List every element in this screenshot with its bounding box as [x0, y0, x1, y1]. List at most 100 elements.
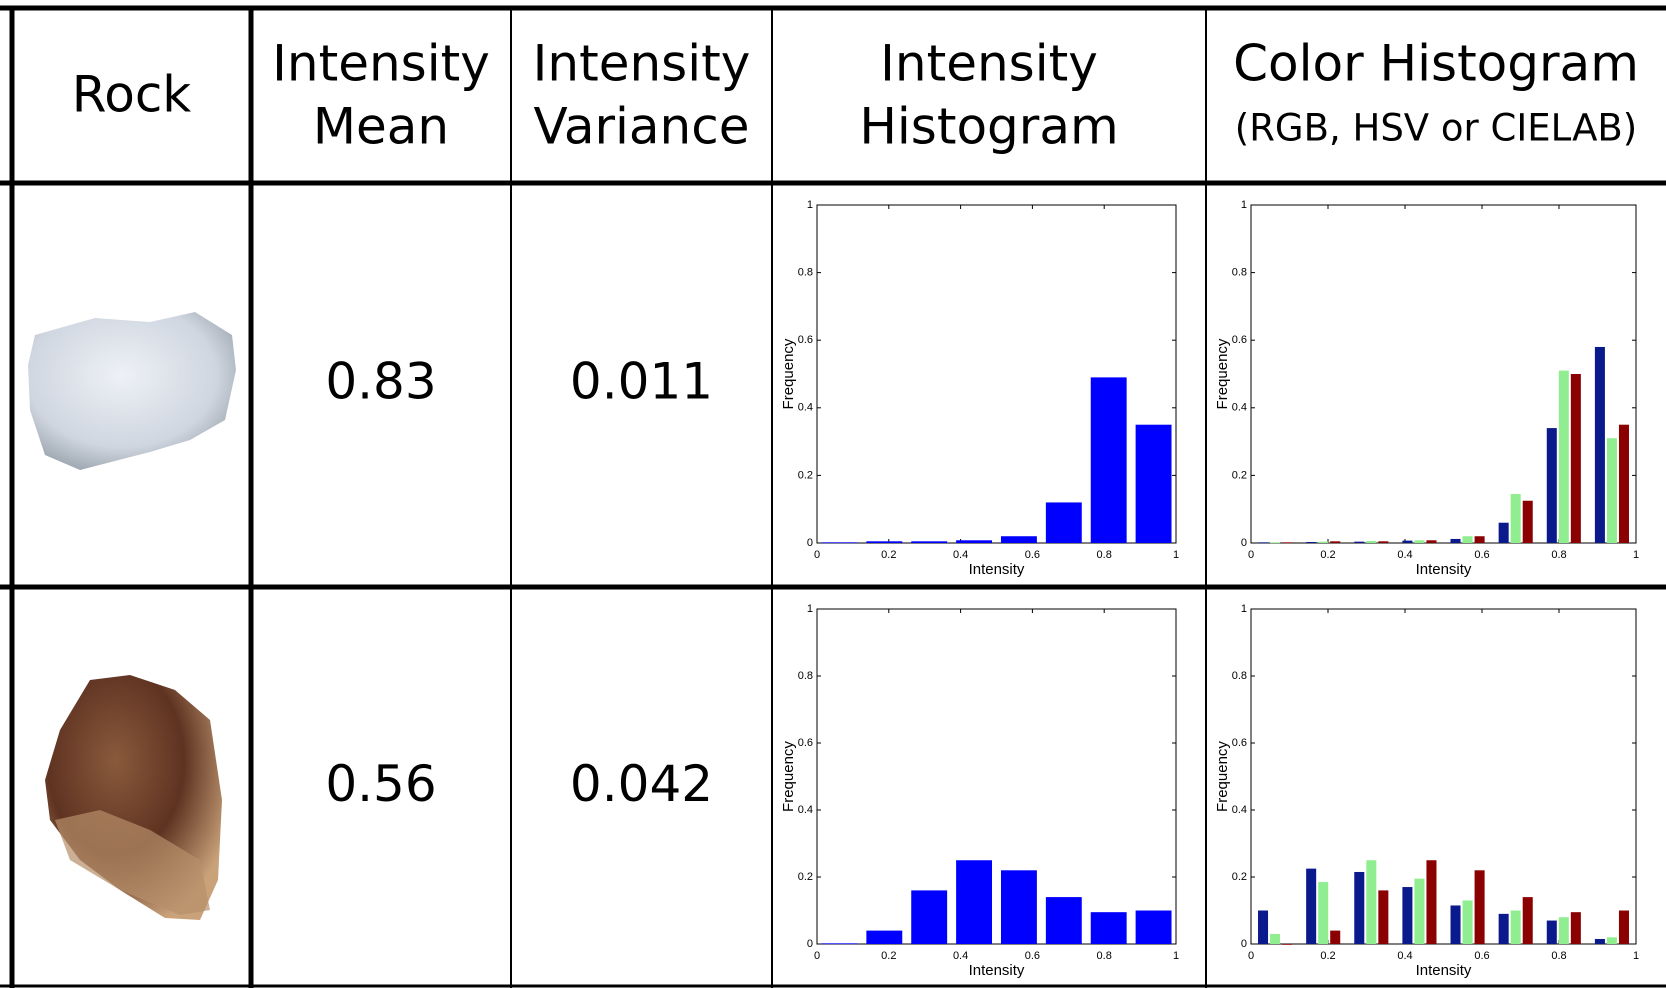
bar — [956, 860, 993, 944]
x-axis-label: Intensity — [1416, 561, 1472, 578]
bar — [1546, 428, 1557, 543]
chart: 0 0.2 0.4 0.6 0.8 1 0 0.2 0.4 0.6 0.8 1 Intensity Fre… — [780, 603, 1179, 979]
bar — [1462, 900, 1473, 944]
bar — [1558, 370, 1569, 543]
y-axis-label: Frequency — [780, 338, 797, 409]
x-axis-label: Intensity — [1416, 962, 1472, 979]
bar — [1618, 910, 1629, 944]
y-tick-label: 0 — [1241, 537, 1247, 549]
x-tick-label: 0 — [814, 950, 820, 962]
header-cell: Intensity — [880, 35, 1098, 93]
x-tick-label: 0.4 — [953, 950, 968, 962]
y-tick-label: 0.4 — [1232, 402, 1247, 414]
x-tick-label: 0.8 — [1097, 950, 1112, 962]
bar — [1282, 542, 1293, 544]
bar — [1378, 890, 1389, 944]
bar — [911, 890, 948, 944]
bar — [1258, 542, 1269, 544]
bar — [1522, 897, 1533, 944]
rock-image — [28, 312, 236, 470]
y-tick-label: 1 — [1241, 603, 1247, 615]
bar — [1402, 887, 1413, 944]
bar — [1270, 542, 1281, 544]
y-tick-label: 0.6 — [1232, 737, 1247, 749]
x-tick-label: 0.8 — [1551, 549, 1566, 561]
bar — [1378, 541, 1389, 543]
x-tick-label: 1 — [1173, 549, 1179, 561]
y-tick-label: 0.2 — [798, 871, 813, 883]
y-tick-label: 0.4 — [798, 804, 813, 816]
y-tick-label: 0.8 — [1232, 267, 1247, 279]
y-tick-label: 0 — [807, 938, 813, 950]
x-axis-label: Intensity — [969, 561, 1025, 578]
y-axis-label: Frequency — [1214, 741, 1231, 812]
bar — [1258, 910, 1269, 944]
bar — [1594, 938, 1605, 944]
y-tick-label: 1 — [807, 199, 813, 211]
bar — [1090, 377, 1127, 543]
x-tick-label: 0.4 — [1397, 549, 1412, 561]
x-tick-label: 0 — [814, 549, 820, 561]
chart: 0 0.2 0.4 0.6 0.8 1 0 0.2 0.4 0.6 0.8 1 Intensity Fre… — [1214, 199, 1639, 578]
bar — [1354, 871, 1365, 944]
bar — [1306, 868, 1317, 944]
y-tick-label: 0.8 — [1232, 670, 1247, 682]
x-tick-label: 0.6 — [1474, 549, 1489, 561]
y-tick-label: 0.2 — [1232, 469, 1247, 481]
bar — [1318, 882, 1329, 944]
y-tick-label: 0.4 — [798, 402, 813, 414]
bar — [1510, 910, 1521, 944]
x-tick-label: 0.2 — [881, 549, 896, 561]
bar — [821, 943, 858, 945]
header-cell: Intensity — [533, 35, 751, 93]
y-tick-label: 0.6 — [798, 334, 813, 346]
table-lines — [0, 5, 1666, 988]
bar — [911, 541, 948, 543]
x-tick-label: 0.6 — [1025, 950, 1040, 962]
bar — [1594, 346, 1605, 543]
x-tick-label: 0 — [1248, 549, 1254, 561]
bar — [1366, 860, 1377, 944]
x-tick-label: 0.2 — [1320, 549, 1335, 561]
y-axis-label: Frequency — [1214, 338, 1231, 409]
chart: 0 0.2 0.4 0.6 0.8 1 0 0.2 0.4 0.6 0.8 1 Intensity Fre… — [780, 199, 1179, 578]
bar — [1474, 870, 1485, 944]
bar — [1045, 897, 1082, 944]
bar — [1318, 541, 1329, 543]
x-axis-label: Intensity — [969, 962, 1025, 979]
bar — [1414, 878, 1425, 944]
rock-image — [45, 675, 222, 920]
y-tick-label: 0.6 — [1232, 334, 1247, 346]
x-tick-label: 1 — [1633, 950, 1639, 962]
x-tick-label: 0.2 — [1320, 950, 1335, 962]
bar — [1045, 502, 1082, 543]
x-tick-label: 0 — [1248, 950, 1254, 962]
bar — [1450, 905, 1461, 944]
x-tick-label: 0.4 — [1397, 950, 1412, 962]
bar — [1090, 912, 1127, 944]
x-tick-label: 0.4 — [953, 549, 968, 561]
bar — [1414, 540, 1425, 543]
bar — [1402, 540, 1413, 543]
x-tick-label: 0.8 — [1097, 549, 1112, 561]
y-tick-label: 0 — [1241, 938, 1247, 950]
y-axis-label: Frequency — [780, 741, 797, 812]
plot-frame — [816, 608, 1177, 945]
header-cell: (RGB, HSV or CIELAB) — [1235, 107, 1637, 150]
y-tick-label: 0.4 — [1232, 804, 1247, 816]
bar — [956, 540, 993, 543]
bar — [1330, 930, 1341, 944]
variance-cell: 0.011 — [570, 353, 713, 411]
bar — [821, 542, 858, 544]
bar — [866, 930, 903, 944]
header-cell: Intensity — [272, 35, 490, 93]
chart: 0 0.2 0.4 0.6 0.8 1 0 0.2 0.4 0.6 0.8 1 Intensity Fre… — [1214, 603, 1639, 979]
bar — [1606, 438, 1617, 543]
mean-cell: 0.83 — [325, 353, 436, 411]
y-tick-label: 0.8 — [798, 267, 813, 279]
bar — [1606, 937, 1617, 944]
bar — [1558, 917, 1569, 944]
bar — [1330, 541, 1341, 543]
bar — [1474, 536, 1485, 543]
bar — [1366, 540, 1377, 543]
